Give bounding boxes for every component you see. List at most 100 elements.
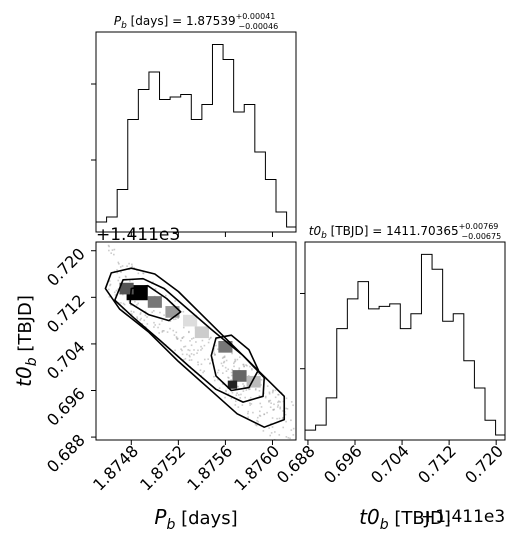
sample-point [245, 389, 248, 391]
sample-point [108, 249, 110, 252]
sample-point [119, 266, 122, 268]
sample-point [131, 265, 134, 268]
sample-point [279, 401, 281, 403]
sample-point [117, 279, 120, 282]
sample-point [235, 394, 238, 397]
sample-point [128, 300, 131, 303]
density-xtick-label: 1.8760 [230, 441, 283, 494]
sample-point [282, 416, 284, 419]
sample-point [164, 294, 167, 297]
sample-point [108, 280, 111, 282]
sample-point [231, 352, 233, 355]
sample-point [122, 293, 124, 296]
sample-point [180, 339, 182, 342]
sample-point [195, 341, 197, 343]
sample-point [181, 353, 184, 356]
sample-point [250, 403, 253, 405]
sample-point [230, 397, 233, 400]
hist-t0-xtick-label: 0.720 [461, 441, 507, 487]
sample-point [123, 303, 126, 306]
x-label-t0-prefix: t0 [359, 505, 380, 529]
sample-point [258, 390, 261, 392]
sample-point [187, 349, 190, 351]
sample-point [242, 383, 244, 385]
sample-point [128, 262, 130, 265]
sample-point [258, 410, 261, 413]
title-period-sub: b [121, 21, 127, 31]
density-cell [119, 282, 134, 295]
sample-point [158, 323, 161, 326]
x-label-period-prefix: P [154, 505, 167, 529]
y-axis-label-t0: t0b [TBJD] [12, 295, 40, 387]
sample-point [270, 432, 273, 434]
sample-point [163, 314, 165, 316]
sample-point [290, 419, 292, 422]
sample-point [108, 296, 111, 298]
sample-point [233, 361, 236, 363]
sample-point [113, 253, 115, 256]
sample-point [121, 307, 124, 310]
sample-point [197, 363, 199, 366]
sample-point [264, 395, 267, 398]
sample-point [276, 417, 278, 420]
sample-point [188, 354, 191, 357]
contour-outer [104, 267, 286, 428]
sample-point [236, 358, 239, 361]
sample-point [230, 379, 232, 381]
sample-point [223, 356, 226, 359]
density-cell [246, 375, 261, 388]
x-label-period-unit: [days] [175, 508, 237, 529]
sample-point [293, 446, 295, 448]
sample-point [153, 326, 155, 328]
sample-point [289, 437, 291, 440]
title-period-prefix: P [114, 14, 122, 28]
sample-point [193, 349, 195, 351]
sample-point [154, 324, 157, 326]
sample-point [221, 357, 224, 359]
sample-point [197, 361, 199, 364]
sample-point [218, 387, 221, 389]
sample-point [158, 332, 160, 334]
sample-point [280, 446, 282, 448]
sample-point [118, 262, 120, 265]
sample-point [136, 317, 139, 320]
sample-point [110, 252, 113, 254]
sample-point [258, 395, 261, 397]
sample-point [223, 360, 226, 363]
sample-point [270, 422, 272, 425]
sample-point [131, 313, 133, 315]
title-t0-plus: +0.00769 [459, 222, 499, 231]
sample-point [186, 353, 188, 356]
sample-point [276, 406, 279, 408]
sample-point [173, 318, 175, 321]
sample-point [285, 397, 288, 400]
sample-point [224, 396, 226, 399]
title-period-value: [days] = 1.87539 [127, 14, 236, 28]
sample-point [214, 353, 216, 356]
density-ytick-label: 0.688 [43, 430, 89, 476]
sample-point [252, 411, 254, 414]
sample-point [200, 349, 202, 351]
sample-point [173, 334, 176, 336]
sample-point [292, 427, 295, 430]
sample-point [213, 375, 215, 378]
sample-point [183, 346, 185, 348]
sample-point [239, 397, 242, 399]
sample-point [273, 438, 276, 440]
sample-point [122, 302, 125, 305]
sample-point [121, 265, 124, 267]
sample-point [215, 344, 217, 347]
sample-point [184, 345, 187, 348]
sample-point [264, 378, 267, 381]
sample-point [271, 417, 274, 419]
sample-point [231, 391, 234, 394]
sample-point [256, 419, 258, 422]
sample-point [254, 423, 257, 426]
sample-point [273, 408, 275, 411]
sample-point [268, 392, 271, 395]
hist-t0-xtick-label: 0.712 [414, 441, 460, 487]
sample-point [199, 369, 202, 372]
contour-inner-1 [129, 284, 182, 322]
sample-point [144, 314, 147, 317]
density-cell [165, 306, 180, 318]
